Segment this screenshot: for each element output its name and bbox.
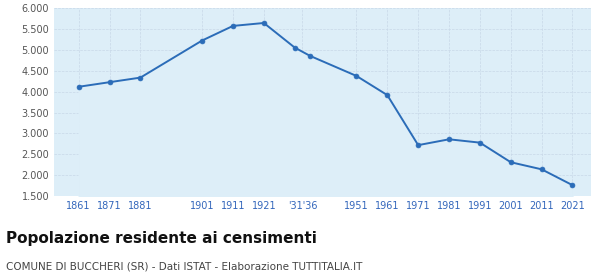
Text: COMUNE DI BUCCHERI (SR) - Dati ISTAT - Elaborazione TUTTITALIA.IT: COMUNE DI BUCCHERI (SR) - Dati ISTAT - E… bbox=[6, 262, 362, 272]
Text: Popolazione residente ai censimenti: Popolazione residente ai censimenti bbox=[6, 231, 317, 246]
